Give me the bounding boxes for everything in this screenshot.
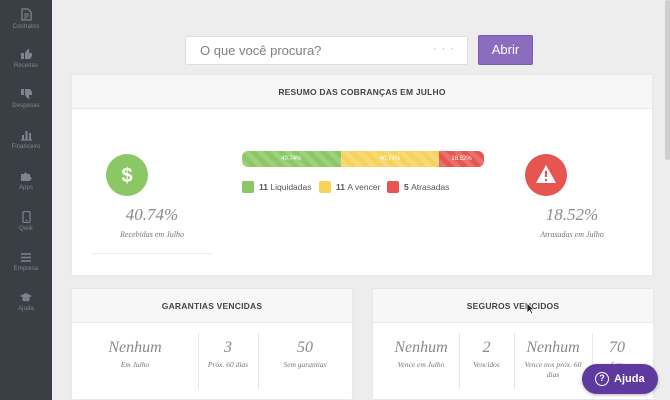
sidebar-item-label: Ajuda bbox=[18, 306, 34, 312]
stat-value: 50 bbox=[297, 339, 313, 356]
sidebar-item-receitas[interactable]: Receitas bbox=[0, 48, 52, 88]
document-icon bbox=[21, 8, 32, 21]
sidebar-item-empresa[interactable]: Empresa bbox=[0, 252, 52, 292]
legend-label: A vencer bbox=[347, 182, 381, 192]
stat-caption: Em Julho bbox=[120, 360, 150, 369]
stat-caption: Sem garantias bbox=[283, 360, 327, 369]
sidebar-item-apps[interactable]: Apps bbox=[0, 170, 52, 210]
sidebar-item-label: Apps bbox=[18, 185, 34, 191]
sidebar-item-financeiro[interactable]: Financeiro bbox=[0, 129, 52, 169]
warning-icon bbox=[525, 154, 567, 196]
sidebar-item-label: Receitas bbox=[13, 63, 39, 69]
svg-text:$: $ bbox=[121, 165, 132, 187]
legend-paid: 11 Liquidadas bbox=[242, 181, 312, 193]
divider bbox=[92, 253, 212, 254]
sidebar-item-ajuda[interactable]: Ajuda bbox=[0, 292, 52, 332]
question-icon: ? bbox=[595, 372, 609, 386]
legend-swatch bbox=[319, 181, 331, 193]
divider bbox=[459, 333, 460, 389]
more-options-icon[interactable]: · · · bbox=[432, 43, 455, 55]
graduation-cap-icon bbox=[20, 293, 32, 302]
puzzle-icon bbox=[20, 172, 31, 181]
legend-count: 11 bbox=[259, 182, 268, 192]
mobile-icon bbox=[21, 211, 31, 223]
stat-this-month: Nenhum Vence em Julho bbox=[373, 323, 469, 399]
search-input[interactable] bbox=[186, 37, 436, 64]
charges-progress-bar: 40.74% 40.74% 18.52% bbox=[242, 151, 484, 167]
progress-segment-overdue: 18.52% bbox=[439, 151, 484, 167]
divider bbox=[592, 333, 593, 389]
thumbs-down-icon bbox=[20, 89, 32, 99]
progress-segment-upcoming: 40.74% bbox=[340, 151, 440, 167]
progress-segment-paid: 40.74% bbox=[242, 151, 341, 167]
received-caption: Recebidas em Julho bbox=[120, 230, 184, 239]
stat-value: Nenhum bbox=[526, 339, 580, 356]
stat-next-60-days: 3 Próx. 60 dias bbox=[198, 323, 258, 399]
legend-count: 11 bbox=[336, 182, 345, 192]
sidebar-item-label: Empresa bbox=[13, 266, 39, 272]
legend-label: Liquidadas bbox=[270, 182, 312, 192]
legend-count: 5 bbox=[404, 182, 409, 192]
sidebar: Contratos Receitas Despesas Financeiro A… bbox=[0, 0, 52, 400]
stat-value: Nenhum bbox=[108, 339, 162, 356]
sidebar-item-despesas[interactable]: Despesas bbox=[0, 88, 52, 128]
thumbs-up-icon bbox=[20, 49, 32, 59]
stat-caption: Vencidos bbox=[473, 360, 500, 369]
open-button[interactable]: Abrir bbox=[478, 35, 533, 65]
guarantees-panel: GARANTIAS VENCIDAS Nenhum Em Julho 3 Pró… bbox=[72, 289, 352, 399]
sidebar-item-label: Financeiro bbox=[11, 144, 41, 150]
stat-value: 70 bbox=[609, 339, 625, 356]
stat-value: 3 bbox=[224, 339, 232, 356]
divider bbox=[514, 333, 515, 389]
sidebar-item-qwik[interactable]: Qwik bbox=[0, 211, 52, 251]
stat-next-60-days: Nenhum Vence nos próx. 60 dias bbox=[514, 323, 592, 399]
stat-value: 2 bbox=[482, 339, 491, 356]
insurance-panel: SEGUROS VENCIDOS Nenhum Vence em Julho 2… bbox=[373, 289, 653, 399]
sidebar-item-label: Despesas bbox=[12, 103, 40, 109]
list-icon bbox=[21, 253, 31, 262]
sidebar-item-label: Contratos bbox=[12, 24, 40, 30]
stat-caption: Vence nos próx. 60 dias bbox=[524, 360, 582, 379]
panel-title: GARANTIAS VENCIDAS bbox=[72, 289, 352, 323]
legend-overdue: 5 Atrasadas bbox=[387, 181, 449, 193]
stat-expired: 2 Vencidos bbox=[459, 323, 514, 399]
divider bbox=[198, 333, 199, 389]
stat-this-month: Nenhum Em Julho bbox=[72, 323, 198, 399]
received-percentage: 40.74% bbox=[125, 205, 179, 224]
overdue-caption: Atrasadas em Julho bbox=[540, 230, 604, 239]
stat-caption: Vence em Julho bbox=[397, 360, 445, 369]
panel-title: RESUMO DAS COBRANÇAS EM JULHO bbox=[72, 75, 652, 109]
panel-title: SEGUROS VENCIDOS bbox=[373, 289, 653, 323]
legend-swatch bbox=[242, 181, 254, 193]
sidebar-item-label: Qwik bbox=[19, 226, 33, 232]
search-box: · · · bbox=[185, 36, 468, 65]
mouse-cursor-icon bbox=[526, 302, 535, 315]
overdue-percentage: 18.52% bbox=[545, 205, 599, 224]
legend-swatch bbox=[387, 181, 399, 193]
page-scrollbar[interactable] bbox=[665, 0, 670, 160]
help-label: Ajuda bbox=[614, 373, 645, 385]
stat-without-guarantee: 50 Sem garantias bbox=[258, 323, 352, 399]
help-button[interactable]: ? Ajuda bbox=[582, 364, 658, 394]
stat-caption: Próx. 60 dias bbox=[207, 360, 249, 369]
legend-upcoming: 11 A vencer bbox=[319, 181, 380, 193]
dollar-icon: $ bbox=[106, 154, 148, 196]
divider bbox=[258, 333, 259, 389]
bar-chart-icon bbox=[20, 131, 32, 141]
sidebar-item-contratos[interactable]: Contratos bbox=[0, 8, 52, 48]
legend-label: Atrasadas bbox=[411, 182, 450, 192]
charges-summary-panel: RESUMO DAS COBRANÇAS EM JULHO $ 40.74% R… bbox=[72, 75, 652, 275]
stat-value: Nenhum bbox=[394, 339, 448, 356]
